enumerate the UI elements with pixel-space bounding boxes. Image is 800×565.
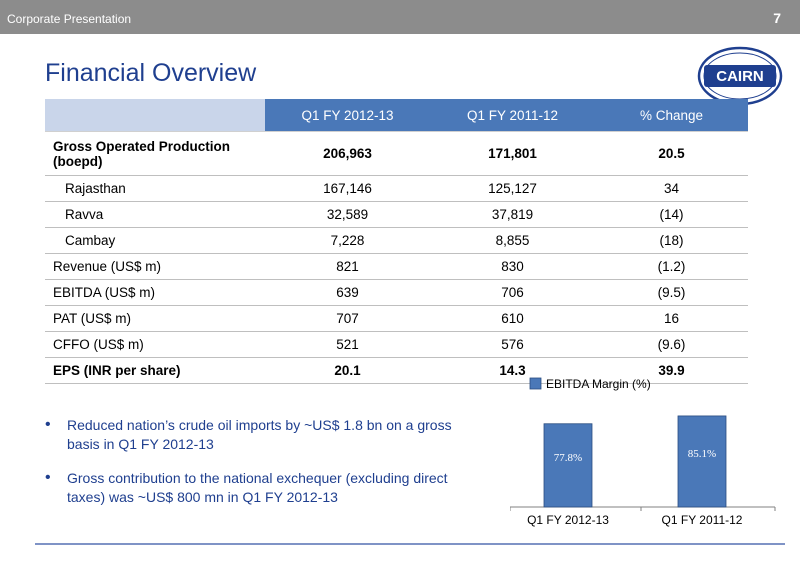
cell-change: 16 (595, 305, 748, 332)
table-header-q1-2012: Q1 FY 2012-13 (265, 99, 430, 132)
cell-change: (14) (595, 201, 748, 228)
bullet-item: • Gross contribution to the national exc… (45, 469, 475, 507)
cell-q1-2012: 639 (265, 279, 430, 306)
row-label: EBITDA (US$ m) (45, 279, 265, 306)
legend-swatch (529, 377, 542, 390)
bullet-dot-icon: • (45, 416, 51, 433)
table-row: EBITDA (US$ m) 639 706 (9.5) (45, 279, 748, 306)
row-label: Revenue (US$ m) (45, 253, 265, 280)
row-label: CFFO (US$ m) (45, 331, 265, 358)
bar (677, 415, 727, 508)
cell-q1-2011: 125,127 (430, 175, 595, 202)
row-label: PAT (US$ m) (45, 305, 265, 332)
table-row: EPS (INR per share) 20.1 14.3 39.9 (45, 357, 748, 384)
table-header-blank (45, 99, 265, 132)
cell-q1-2012: 7,228 (265, 227, 430, 254)
cell-change: (18) (595, 227, 748, 254)
page-number: 7 (773, 10, 781, 26)
cell-q1-2011: 14.3 (430, 357, 595, 384)
cell-q1-2011: 171,801 (430, 131, 595, 176)
data-label: 85.1% (688, 448, 716, 460)
financial-table: Q1 FY 2012-13 Q1 FY 2011-12 % Change Gro… (45, 99, 748, 384)
cell-q1-2011: 576 (430, 331, 595, 358)
cell-q1-2012: 821 (265, 253, 430, 280)
bullet-item: • Reduced nation’s crude oil imports by … (45, 416, 475, 454)
ebitda-margin-chart: EBITDA Margin (%) 77.8% Q1 FY 2012-13 85.1%… (510, 377, 776, 527)
table-header-row: Q1 FY 2012-13 Q1 FY 2011-12 % Change (45, 99, 748, 132)
row-label: Gross Operated Production (boepd) (45, 131, 265, 176)
page-title: Financial Overview (45, 59, 257, 87)
row-label: EPS (INR per share) (45, 357, 265, 384)
cairn-logo: CAIRN (697, 46, 783, 106)
cell-change: (1.2) (595, 253, 748, 280)
table-header-q1-2011: Q1 FY 2011-12 (430, 99, 595, 132)
bar (543, 423, 593, 508)
bullet-list: • Reduced nation’s crude oil imports by … (45, 416, 475, 522)
table-header-change: % Change (595, 99, 748, 132)
bullet-text: Gross contribution to the national exche… (67, 470, 448, 505)
svg-text:CAIRN: CAIRN (716, 68, 764, 85)
cell-q1-2012: 167,146 (265, 175, 430, 202)
cell-q1-2011: 706 (430, 279, 595, 306)
cell-change: 39.9 (595, 357, 748, 384)
x-tick-label: Q1 FY 2011-12 (662, 513, 743, 527)
row-label: Ravva (45, 201, 265, 228)
table-row: Ravva 32,589 37,819 (14) (45, 201, 748, 228)
row-label: Cambay (45, 227, 265, 254)
cell-q1-2012: 206,963 (265, 131, 430, 176)
table-row: Gross Operated Production (boepd) 206,96… (45, 131, 748, 176)
header-left-text: Corporate Presentation (7, 12, 132, 26)
cell-q1-2011: 8,855 (430, 227, 595, 254)
cell-q1-2012: 521 (265, 331, 430, 358)
x-tick-label: Q1 FY 2012-13 (527, 513, 609, 527)
data-label: 77.8% (554, 452, 582, 464)
row-label: Rajasthan (45, 175, 265, 202)
cell-q1-2011: 610 (430, 305, 595, 332)
table-row: PAT (US$ m) 707 610 16 (45, 305, 748, 332)
header-bar: Corporate Presentation 7 (0, 0, 800, 34)
table-row: CFFO (US$ m) 521 576 (9.6) (45, 331, 748, 358)
table-row: Revenue (US$ m) 821 830 (1.2) (45, 253, 748, 280)
cell-q1-2012: 32,589 (265, 201, 430, 228)
legend-label: EBITDA Margin (%) (546, 377, 651, 391)
cell-change: 20.5 (595, 131, 748, 176)
cell-change: (9.5) (595, 279, 748, 306)
bullet-text: Reduced nation’s crude oil imports by ~U… (67, 417, 452, 452)
table-row: Cambay 7,228 8,855 (18) (45, 227, 748, 254)
cell-change: 34 (595, 175, 748, 202)
cell-q1-2012: 20.1 (265, 357, 430, 384)
cell-q1-2011: 830 (430, 253, 595, 280)
cell-change: (9.6) (595, 331, 748, 358)
cell-q1-2012: 707 (265, 305, 430, 332)
cell-q1-2011: 37,819 (430, 201, 595, 228)
bullet-dot-icon: • (45, 469, 51, 486)
footer-line (35, 543, 785, 545)
table-row: Rajasthan 167,146 125,127 34 (45, 175, 748, 202)
